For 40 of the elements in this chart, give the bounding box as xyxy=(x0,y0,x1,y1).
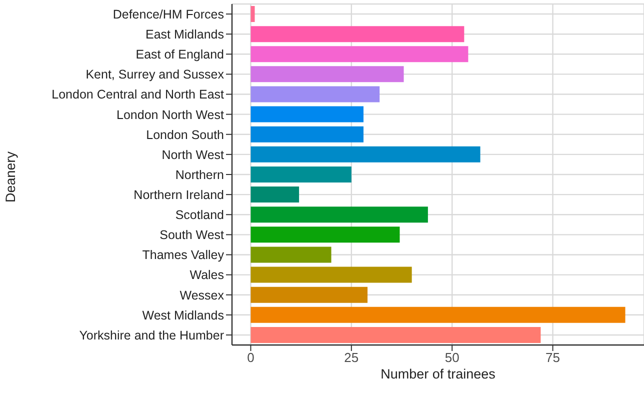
bar xyxy=(250,6,255,22)
bar xyxy=(250,246,332,263)
bar xyxy=(250,226,400,243)
y-axis-title: Deanery xyxy=(2,151,18,202)
x-axis-title: Number of trainees xyxy=(380,366,496,382)
bar xyxy=(250,306,626,323)
y-tick-label: East Midlands xyxy=(145,28,224,42)
y-tick-label: Wessex xyxy=(180,288,225,302)
bar xyxy=(250,106,364,122)
y-tick-label: Yorkshire and the Humber xyxy=(79,328,224,342)
y-tick-label: West Midlands xyxy=(142,308,224,322)
y-tick-label: London North West xyxy=(116,108,225,122)
y-tick-label: Northern xyxy=(175,168,224,182)
y-tick-label: London Central and North East xyxy=(52,88,225,102)
bar xyxy=(250,66,404,82)
x-tick-label: 75 xyxy=(546,350,560,366)
y-tick-label: Defence/HM Forces xyxy=(112,7,224,22)
x-tick-label: 50 xyxy=(444,350,460,366)
y-tick-label: London South xyxy=(146,128,224,142)
bar xyxy=(250,166,352,182)
bar xyxy=(250,286,368,303)
bar xyxy=(250,206,428,223)
y-tick-label: South West xyxy=(160,228,225,242)
x-tick-label: 0 xyxy=(247,350,254,366)
bar xyxy=(250,186,300,203)
y-tick-label: Northern Ireland xyxy=(134,188,224,202)
bar xyxy=(250,326,541,343)
y-tick-label: North West xyxy=(162,148,225,162)
y-tick-label: East of England xyxy=(136,48,224,62)
y-tick-label: Kent, Surrey and Sussex xyxy=(86,68,225,82)
bar xyxy=(250,146,480,162)
bar xyxy=(250,26,464,42)
y-tick-label: Scotland xyxy=(175,208,224,222)
bar xyxy=(250,86,380,102)
x-tick-label: 25 xyxy=(344,350,359,366)
bar xyxy=(250,46,468,62)
bar xyxy=(250,126,364,142)
bar xyxy=(250,266,412,283)
y-tick-label: Wales xyxy=(190,268,224,282)
y-tick-label: Thames Valley xyxy=(142,248,225,262)
